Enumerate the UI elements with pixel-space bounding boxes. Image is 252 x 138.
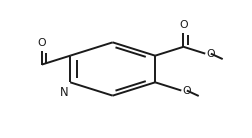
Text: O: O — [37, 38, 46, 48]
Text: O: O — [206, 49, 214, 59]
Text: N: N — [59, 86, 68, 99]
Text: O: O — [182, 86, 191, 95]
Text: O: O — [178, 20, 187, 30]
